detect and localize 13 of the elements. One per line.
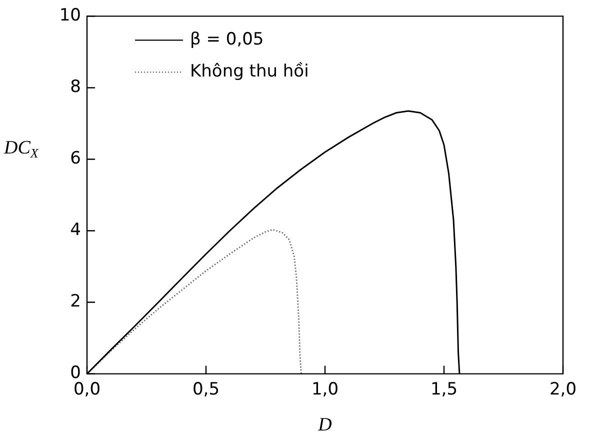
legend-label: Không thu hồi (190, 62, 309, 82)
x-axis-title: D (317, 414, 332, 436)
y-tick-label: 10 (59, 6, 81, 26)
x-tick-label: 0,5 (192, 379, 220, 400)
x-tick-label: 1,5 (430, 379, 458, 400)
y-tick-label: 8 (70, 77, 81, 98)
x-tick-label: 2,0 (549, 379, 577, 400)
y-tick-label: 6 (70, 148, 81, 169)
y-tick-label: 2 (70, 292, 81, 312)
x-tick-label: 1,0 (311, 379, 339, 400)
x-tick-label: 0,0 (73, 379, 101, 400)
legend-label: β = 0,05 (190, 30, 264, 50)
y-tick-label: 4 (70, 220, 81, 240)
